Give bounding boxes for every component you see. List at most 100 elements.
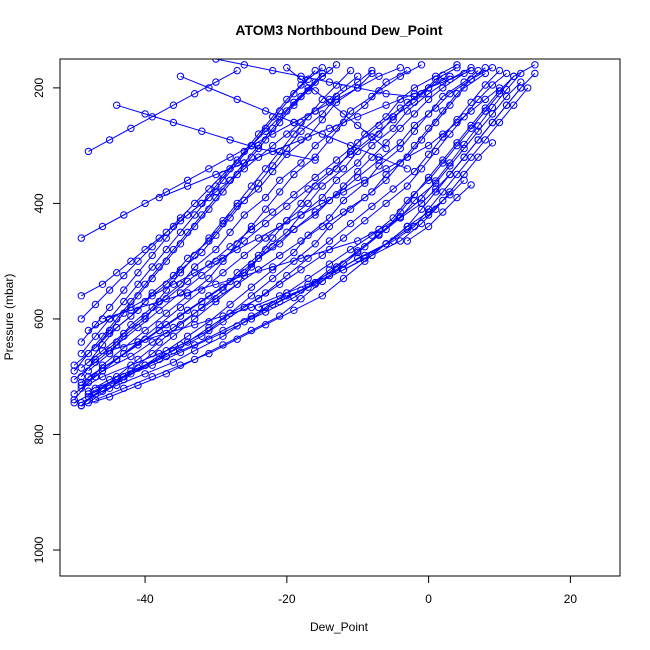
y-tick-label: 200	[32, 78, 46, 98]
series-line	[88, 64, 536, 398]
data-point	[361, 243, 369, 251]
data-point	[148, 274, 156, 283]
data-point	[283, 150, 291, 159]
data-point	[311, 153, 319, 161]
series-28	[98, 84, 525, 323]
data-point	[332, 95, 341, 104]
data-point	[375, 72, 383, 81]
series-line	[88, 70, 238, 152]
data-point	[247, 283, 256, 291]
data-point	[297, 92, 305, 101]
data-point	[417, 195, 426, 203]
data-point	[432, 75, 440, 83]
data-point	[396, 124, 404, 133]
data-point	[155, 338, 163, 346]
series-line	[88, 67, 472, 404]
data-point	[517, 84, 525, 92]
data-point	[169, 271, 178, 280]
data-point	[304, 231, 312, 239]
data-point	[240, 196, 249, 205]
data-point	[346, 66, 355, 75]
data-point	[212, 188, 220, 196]
data-point	[134, 338, 142, 346]
data-point	[84, 390, 93, 398]
data-point	[354, 139, 362, 147]
data-point	[389, 185, 397, 193]
data-point	[439, 208, 447, 216]
data-point	[297, 199, 305, 208]
data-point	[226, 300, 234, 309]
data-point	[105, 315, 114, 323]
data-point	[382, 139, 390, 147]
data-point	[439, 130, 447, 138]
series-line	[95, 73, 522, 389]
data-point	[432, 118, 440, 127]
data-point	[134, 381, 142, 390]
data-point	[148, 338, 156, 346]
series-line	[88, 70, 500, 395]
data-point	[219, 312, 227, 320]
data-point	[453, 170, 461, 179]
data-point	[410, 121, 419, 130]
data-point	[91, 344, 100, 352]
data-point	[502, 101, 511, 109]
data-point	[481, 104, 489, 112]
data-point	[481, 64, 489, 72]
data-point	[113, 323, 121, 332]
data-point	[481, 136, 489, 144]
data-point	[247, 326, 256, 335]
data-point	[389, 124, 397, 133]
data-point	[354, 237, 362, 245]
data-point	[332, 61, 341, 69]
data-point	[474, 122, 482, 130]
data-point	[212, 295, 220, 303]
data-point	[233, 322, 241, 330]
data-point	[205, 205, 213, 213]
data-point	[417, 165, 426, 173]
data-point	[332, 191, 341, 199]
data-point	[460, 78, 468, 86]
data-point	[368, 69, 376, 78]
series-line	[159, 70, 472, 199]
data-point	[148, 113, 156, 121]
data-point	[311, 173, 319, 182]
data-point	[98, 373, 107, 381]
data-point	[318, 292, 326, 300]
series-line	[251, 179, 465, 320]
data-point	[375, 230, 383, 238]
data-point	[318, 193, 326, 202]
series-line	[80, 67, 458, 369]
data-point	[191, 199, 199, 208]
series-layer	[70, 59, 539, 410]
data-point	[432, 179, 440, 187]
data-point	[346, 141, 355, 150]
data-point	[304, 254, 312, 262]
data-point	[467, 107, 475, 115]
data-point	[346, 245, 355, 254]
data-point	[403, 107, 411, 115]
data-point	[84, 373, 93, 381]
y-axis-label: Pressure (mbar)	[2, 274, 16, 361]
series-line	[109, 87, 529, 352]
data-point	[205, 84, 213, 92]
data-point	[325, 98, 334, 107]
data-point	[261, 127, 270, 135]
x-axis-label: Dew_Point	[310, 620, 369, 634]
data-point	[417, 205, 426, 213]
data-point	[169, 101, 178, 109]
data-point	[134, 306, 142, 314]
data-point	[346, 107, 355, 115]
data-point	[113, 101, 121, 109]
data-point	[439, 84, 447, 92]
data-point	[226, 228, 234, 237]
y-tick-label: 600	[32, 309, 46, 329]
series-6	[70, 66, 334, 375]
data-point	[219, 188, 227, 196]
data-point	[191, 347, 199, 355]
data-point	[254, 130, 263, 138]
data-point	[361, 254, 369, 262]
data-point	[474, 153, 482, 161]
data-point	[183, 277, 192, 286]
data-point	[134, 323, 142, 332]
data-point	[453, 64, 461, 72]
